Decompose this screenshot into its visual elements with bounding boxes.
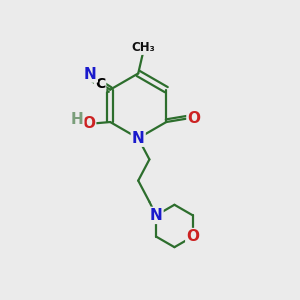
- Text: N: N: [150, 208, 163, 223]
- Text: O: O: [186, 229, 199, 244]
- Text: C: C: [95, 77, 105, 91]
- Text: O: O: [188, 111, 200, 126]
- Text: N: N: [84, 67, 97, 82]
- Text: N: N: [132, 131, 145, 146]
- Text: H: H: [70, 112, 83, 127]
- Text: CH₃: CH₃: [131, 41, 155, 54]
- Text: O: O: [82, 116, 95, 131]
